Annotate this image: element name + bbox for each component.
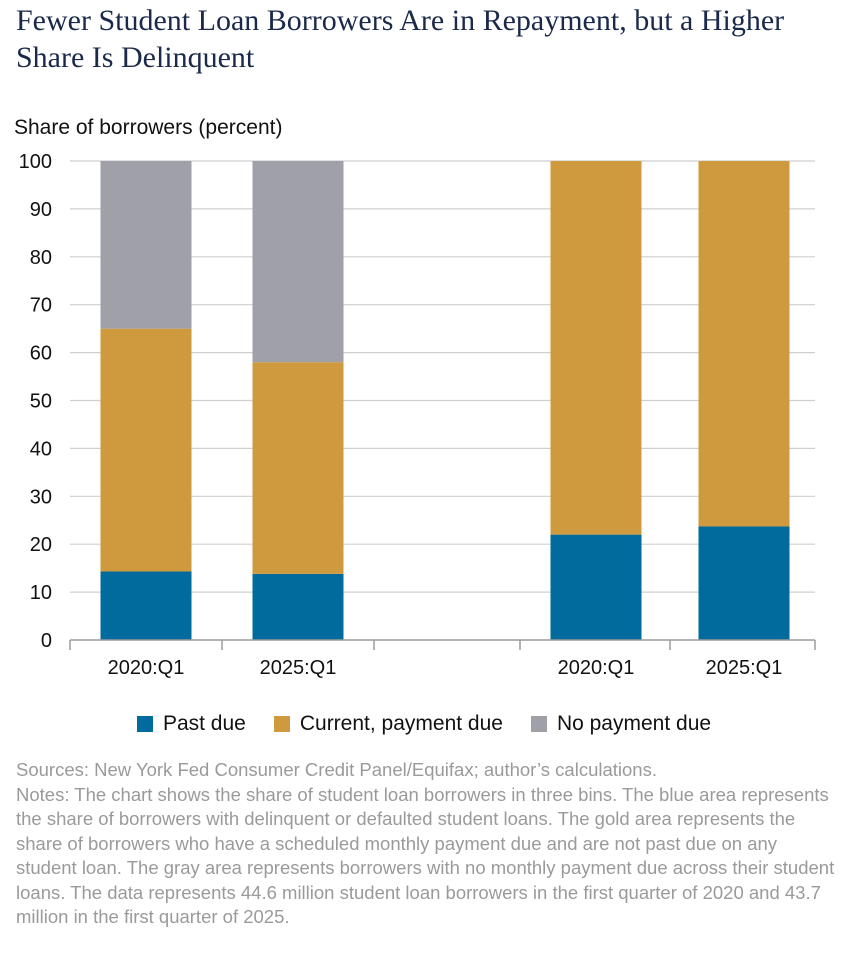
chart-title: Fewer Student Loan Borrowers Are in Repa… (16, 4, 785, 74)
notes-block: Sources: New York Fed Consumer Credit Pa… (16, 758, 842, 930)
x-tick-label-group2-2020-q1: 2020:Q1 (558, 657, 635, 679)
stacked-bar-chart: 0 10 20 30 40 50 60 70 80 90 100 2020:Q1 2025:Q1 2020… (19, 151, 816, 679)
y-tick-label-40: 40 (30, 438, 52, 460)
x-tick-label-group2-2025-q1: 2025:Q1 (706, 657, 783, 679)
bar-group1-2020-q1-past-due (100, 571, 192, 640)
bars (100, 161, 790, 640)
y-tick-label-50: 50 (30, 391, 52, 413)
bar-group1-2025-q1-past-due (252, 573, 344, 640)
y-tick-label-30: 30 (30, 486, 52, 508)
y-axis-label: Share of borrowers (percent) (14, 116, 283, 139)
axes (69, 639, 816, 650)
y-tick-label-0: 0 (41, 630, 52, 652)
legend-item-past-due: Past due (136, 712, 246, 736)
legend-swatch-past-due (136, 716, 153, 732)
y-tick-label-90: 90 (30, 199, 52, 221)
notes-text: Notes: The chart shows the share of stud… (16, 783, 835, 928)
legend-item-current-payment-due: Current, payment due (273, 712, 503, 736)
legend: Past due Current, payment due No payment… (0, 712, 848, 736)
legend-label-no-payment-due: No payment due (556, 712, 712, 735)
bar-group1-2025-q1-current-payment-due (252, 362, 344, 574)
gridlines (70, 160, 815, 593)
legend-item-no-payment-due: No payment due (530, 712, 712, 736)
legend-swatch-current-payment-due (273, 716, 290, 732)
bar-group2-2025-q1-current-payment-due (698, 161, 790, 527)
bar-group2-2025-q1-past-due (698, 526, 790, 640)
x-tick-label-group1-2020-q1: 2020:Q1 (108, 657, 185, 679)
bar-group1-2025-q1-no-payment-due (252, 161, 344, 363)
bar-group1-2020-q1-current-payment-due (100, 328, 192, 572)
bar-group2-2020-q1-past-due (550, 534, 642, 640)
legend-swatch-no-payment-due (530, 716, 547, 732)
y-tick-label-10: 10 (30, 582, 52, 604)
y-tick-label-100: 100 (19, 151, 52, 173)
bar-group1-2020-q1-no-payment-due (100, 161, 192, 329)
tick-labels: 0 10 20 30 40 50 60 70 80 90 100 2020:Q1 2025:Q1 2020… (19, 151, 783, 679)
legend-label-past-due: Past due (162, 712, 246, 735)
x-tick-label-group1-2025-q1: 2025:Q1 (260, 657, 337, 679)
legend-label-current-payment-due: Current, payment due (299, 712, 503, 735)
y-tick-label-80: 80 (30, 247, 52, 269)
sources-text: Sources: New York Fed Consumer Credit Pa… (16, 759, 657, 780)
y-tick-label-60: 60 (30, 343, 52, 365)
y-tick-label-20: 20 (30, 534, 52, 556)
bar-group2-2020-q1-current-payment-due (550, 161, 642, 535)
y-tick-label-70: 70 (30, 295, 52, 317)
